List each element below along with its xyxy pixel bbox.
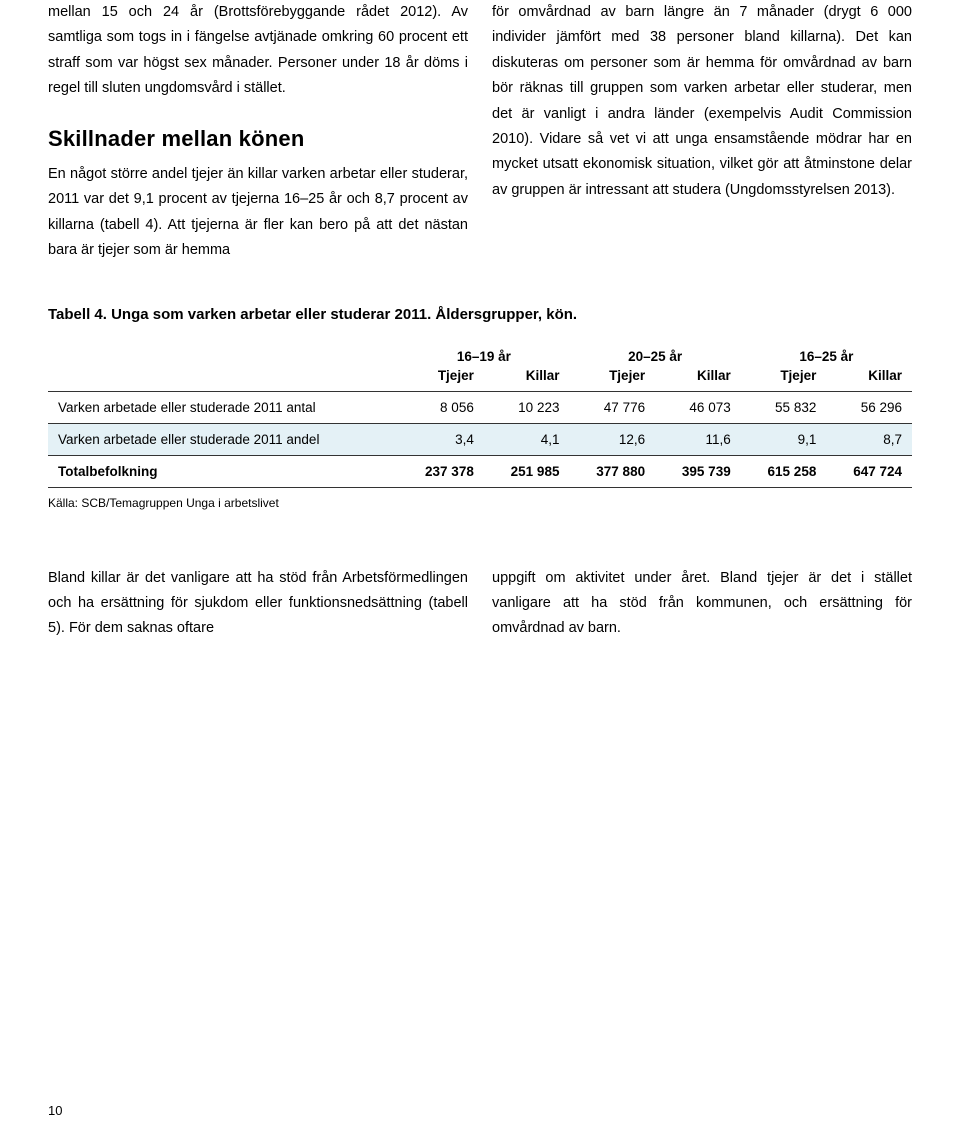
cell: 47 776	[569, 391, 655, 423]
cell: 8,7	[826, 423, 912, 455]
column-left: mellan 15 och 24 år (Brottsförebyggande …	[48, 0, 468, 264]
column-right: för omvårdnad av barn längre än 7 månade…	[492, 0, 912, 264]
cell: 377 880	[569, 455, 655, 487]
row-label: Totalbefolkning	[48, 455, 398, 487]
cell: 56 296	[826, 391, 912, 423]
group-header: 16–25 år	[741, 343, 912, 366]
cell: 3,4	[398, 423, 484, 455]
table-source: Källa: SCB/Temagruppen Unga i arbetslive…	[48, 496, 912, 510]
table-body: Varken arbetade eller studerade 2011 ant…	[48, 391, 912, 487]
cell: 9,1	[741, 423, 827, 455]
cell: 10 223	[484, 391, 570, 423]
cell: 12,6	[569, 423, 655, 455]
table-row: Varken arbetade eller studerade 2011 ant…	[48, 391, 912, 423]
cell: 11,6	[655, 423, 741, 455]
page-number: 10	[48, 1103, 62, 1118]
upper-columns: mellan 15 och 24 år (Brottsförebyggande …	[48, 0, 912, 264]
cell: 4,1	[484, 423, 570, 455]
right-para-1: för omvårdnad av barn längre än 7 månade…	[492, 0, 912, 203]
cell: 55 832	[741, 391, 827, 423]
table-group-header-row: 16–19 år 20–25 år 16–25 år	[48, 343, 912, 366]
group-header: 20–25 år	[569, 343, 740, 366]
lower-right-para: uppgift om aktivitet under året. Bland t…	[492, 566, 912, 642]
group-header: 16–19 år	[398, 343, 569, 366]
row-label: Varken arbetade eller studerade 2011 and…	[48, 423, 398, 455]
sub-header: Tjejer	[569, 366, 655, 392]
lower-column-left: Bland killar är det vanligare att ha stö…	[48, 566, 468, 642]
table-row: Totalbefolkning 237 378 251 985 377 880 …	[48, 455, 912, 487]
lower-left-para: Bland killar är det vanligare att ha stö…	[48, 566, 468, 642]
data-table: 16–19 år 20–25 år 16–25 år Tjejer Killar…	[48, 343, 912, 488]
table-corner-blank	[48, 343, 398, 366]
row-label: Varken arbetade eller studerade 2011 ant…	[48, 391, 398, 423]
left-para-1: mellan 15 och 24 år (Brottsförebyggande …	[48, 0, 468, 102]
sub-header: Tjejer	[741, 366, 827, 392]
table-sub-header-row: Tjejer Killar Tjejer Killar Tjejer Killa…	[48, 366, 912, 392]
section-heading: Skillnader mellan könen	[48, 120, 468, 159]
sub-header: Killar	[655, 366, 741, 392]
lower-column-right: uppgift om aktivitet under året. Bland t…	[492, 566, 912, 642]
cell: 615 258	[741, 455, 827, 487]
cell: 395 739	[655, 455, 741, 487]
cell: 8 056	[398, 391, 484, 423]
sub-header: Tjejer	[398, 366, 484, 392]
sub-header: Killar	[484, 366, 570, 392]
left-para-2: En något större andel tjejer än killar v…	[48, 162, 468, 264]
cell: 251 985	[484, 455, 570, 487]
cell: 237 378	[398, 455, 484, 487]
cell: 647 724	[826, 455, 912, 487]
sub-header-blank	[48, 366, 398, 392]
table-row: Varken arbetade eller studerade 2011 and…	[48, 423, 912, 455]
cell: 46 073	[655, 391, 741, 423]
lower-columns: Bland killar är det vanligare att ha stö…	[48, 566, 912, 642]
table-title: Tabell 4. Unga som varken arbetar eller …	[48, 306, 912, 323]
sub-header: Killar	[826, 366, 912, 392]
